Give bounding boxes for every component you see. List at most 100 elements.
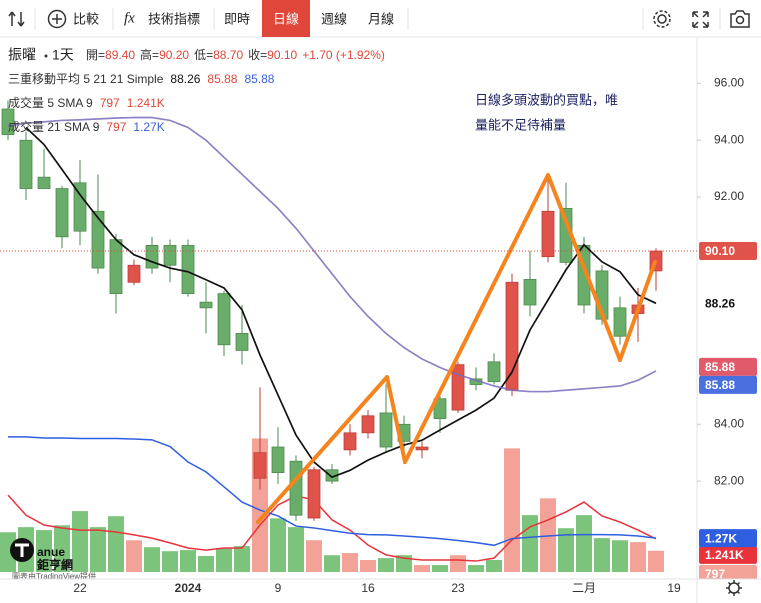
candle-body xyxy=(163,244,177,266)
snapshot-button[interactable] xyxy=(730,10,750,28)
legend-title: 成交量 5 SMA 9 xyxy=(8,95,93,110)
volume-bar xyxy=(216,547,232,572)
logo-glyph xyxy=(15,543,29,557)
x-tick-label: 2024 xyxy=(175,581,202,595)
candle-body xyxy=(415,446,429,451)
volume-bar xyxy=(180,550,196,572)
plot: 日線多頭波動的買點，唯 量能不足待補量 xyxy=(0,92,664,572)
price-tag xyxy=(699,375,757,394)
symbol-button[interactable] xyxy=(8,11,25,27)
fx-icon[interactable]: fx xyxy=(124,10,135,26)
volume-bar xyxy=(36,530,52,572)
gear-ring[interactable] xyxy=(653,10,671,28)
candle-body xyxy=(433,398,447,420)
separator-dot xyxy=(44,54,48,58)
interval-button[interactable]: 即時 xyxy=(224,11,250,26)
volume-layer xyxy=(0,436,664,572)
candle-body xyxy=(541,210,555,258)
time-axis-bg xyxy=(0,579,761,603)
axes: 96.00 94.00 92.00 84.00 82.00 xyxy=(696,38,744,603)
y-tick-label: 84.00 xyxy=(714,416,744,430)
volume-bar xyxy=(648,550,664,572)
volume-bar xyxy=(234,546,250,572)
line-layer xyxy=(7,116,657,479)
x-tick-label: 二月 xyxy=(572,581,596,595)
compare-label[interactable]: 比較 xyxy=(73,11,99,26)
y-tick-label: 82.00 xyxy=(714,473,744,487)
volume-bar xyxy=(504,448,520,572)
candle-body xyxy=(523,279,537,306)
legend-title: 成交量 21 SMA 9 xyxy=(8,119,100,134)
gear-icon[interactable] xyxy=(657,14,667,24)
price-tag-label: 1.27K xyxy=(705,531,737,545)
legend-change: +1.70 (+1.92%) xyxy=(302,48,385,62)
volume-bar xyxy=(414,565,430,572)
fullscreen-button[interactable] xyxy=(692,11,709,28)
volume-bar xyxy=(540,498,556,572)
candle-body xyxy=(451,364,465,411)
line-series xyxy=(7,116,657,393)
candle-body xyxy=(1,108,15,135)
price-tags: 90.10 88.26 85.88 85.88 1.241K 1.27K 797 xyxy=(0,242,757,583)
price-tag xyxy=(699,529,757,548)
price-tag xyxy=(699,242,757,261)
x-tick-label: 23 xyxy=(451,581,465,595)
legend-key: 開= xyxy=(86,48,105,62)
candle-layer xyxy=(1,100,663,521)
compare-button[interactable]: 比較 xyxy=(47,9,100,29)
candle-body xyxy=(55,188,69,238)
gear-teeth[interactable] xyxy=(726,580,742,596)
candle-body xyxy=(37,176,51,189)
toolbar-bg xyxy=(0,0,761,37)
plus-icon[interactable] xyxy=(47,9,67,29)
volume-bar xyxy=(270,518,286,572)
camera-icon[interactable] xyxy=(730,10,750,28)
volume-bar xyxy=(378,558,394,572)
legend-value: 89.40 xyxy=(105,48,135,62)
legend-value: 797 xyxy=(100,96,120,110)
interval-button[interactable]: 週線 xyxy=(321,11,347,26)
indicators-button[interactable]: fx 技術指標 xyxy=(124,10,200,26)
candle-body xyxy=(379,412,393,448)
candle-body xyxy=(487,361,501,383)
credit: 圖表由TradingView提供 xyxy=(12,571,96,581)
volume-bar xyxy=(306,540,322,572)
annotation: 量能不足待補量 xyxy=(475,117,566,132)
volume-bar xyxy=(432,565,448,572)
legend-value: 85.88 xyxy=(244,72,274,86)
ma-legend: 三重移動平均 5 21 21 Simple 88.26 85.88 85.88 xyxy=(8,72,275,86)
volume-bar xyxy=(630,542,646,572)
volume-bar xyxy=(90,527,106,572)
interval-button[interactable]: 日線 xyxy=(273,11,299,26)
plus-glyph[interactable] xyxy=(52,14,62,24)
candle-body xyxy=(307,469,321,519)
candle-body xyxy=(361,415,375,434)
time-axis: 22 2024 9 16 23 二月 19 xyxy=(0,578,761,603)
line-series xyxy=(25,126,657,479)
y-tick-label: 92.00 xyxy=(714,189,744,203)
volume-bar xyxy=(342,553,358,572)
legend-value: 90.10 xyxy=(267,48,297,62)
brand-name: 鉅亨網 xyxy=(36,557,73,572)
interval-button[interactable]: 月線 xyxy=(368,11,394,26)
legend-value: 90.20 xyxy=(159,48,189,62)
interval: 1天 xyxy=(52,47,74,63)
camera-lens[interactable] xyxy=(735,15,745,25)
candle-body xyxy=(235,333,249,351)
candle-body xyxy=(271,446,285,473)
legend-value: 85.88 xyxy=(207,72,237,86)
line-series xyxy=(8,436,657,547)
settings-button[interactable] xyxy=(653,10,671,28)
candle-body xyxy=(145,244,159,269)
x-tick-label: 16 xyxy=(361,581,375,595)
x-tick-label: 22 xyxy=(73,581,87,595)
settings-button[interactable] xyxy=(726,580,742,596)
interval-group: 即時 日線 週線 月線 xyxy=(224,0,394,37)
volume-bar xyxy=(396,555,412,572)
indicators-label[interactable]: 技術指標 xyxy=(148,11,200,26)
interval-active-bg[interactable] xyxy=(262,0,310,37)
legend-key: 高= xyxy=(140,47,159,62)
branding: anue 鉅亨網 圖表由TradingView提供 xyxy=(10,538,96,581)
y-tick-label: 96.00 xyxy=(714,76,744,90)
